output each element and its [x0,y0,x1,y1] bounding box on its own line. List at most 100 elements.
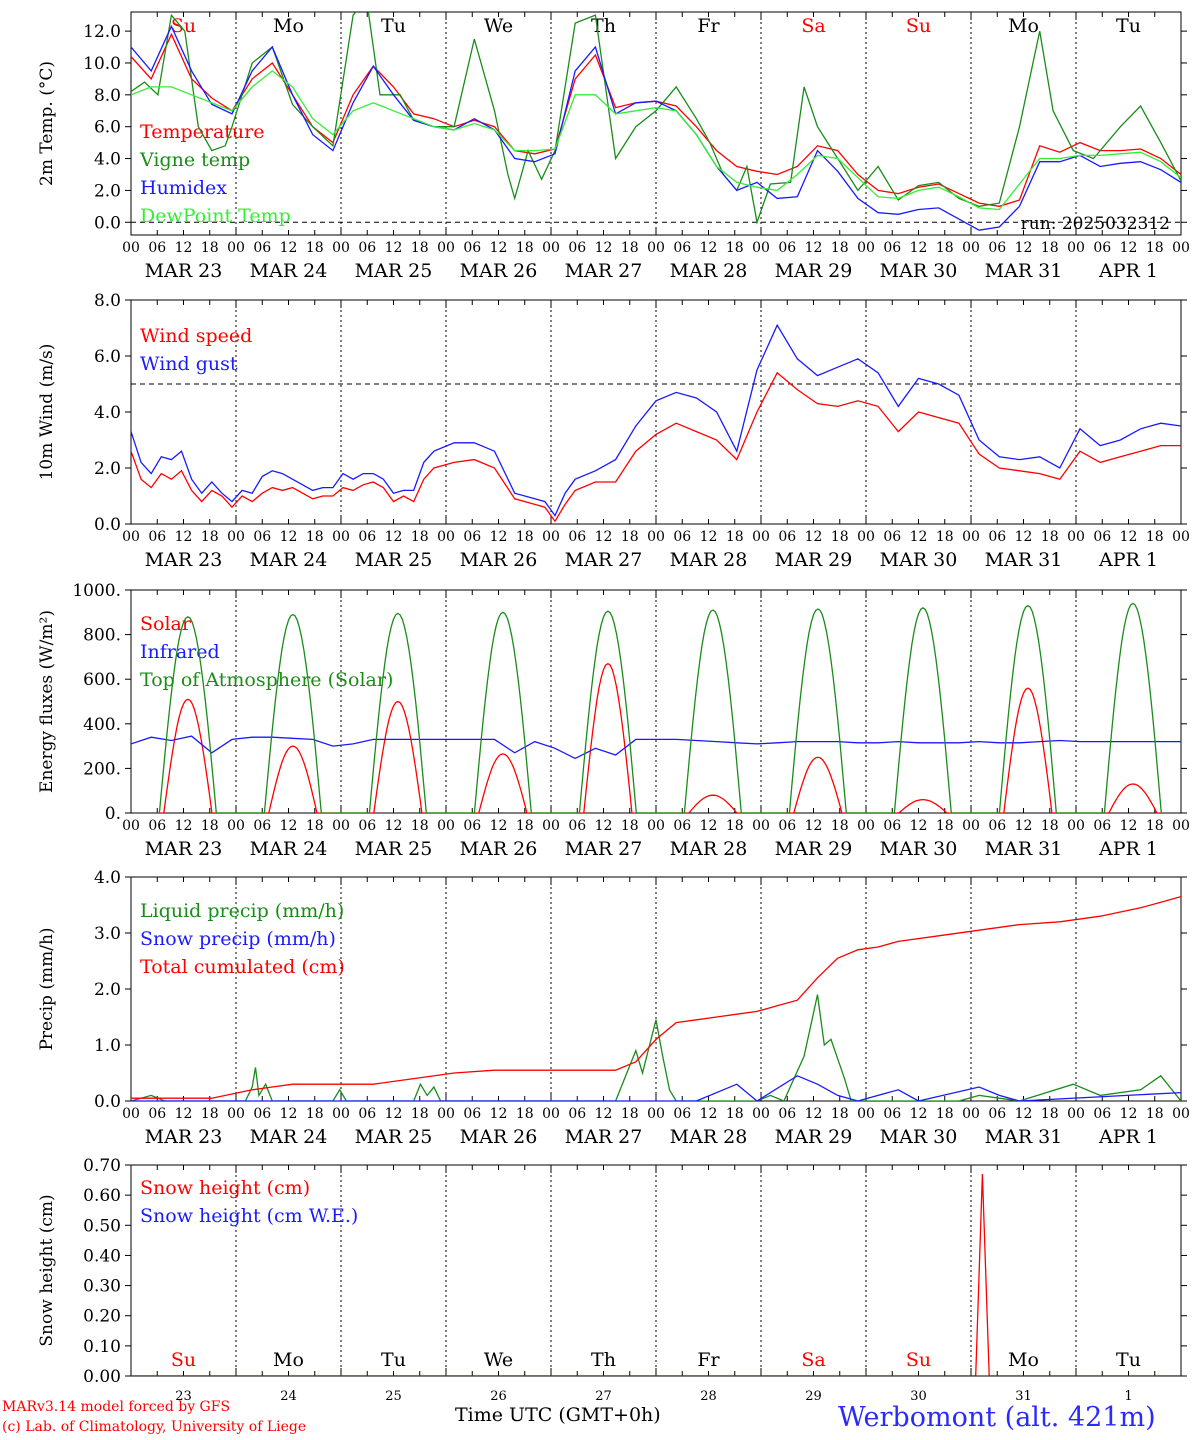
series-line-liquid-precip-mm-h- [131,994,1181,1101]
series-line-humidex [131,24,1181,231]
weekday-label: Th [591,15,616,37]
x-date-label: MAR 30 [880,838,958,860]
x-hour-label: 00 [962,818,980,834]
x-hour-label: 12 [595,818,613,834]
x-hour-label: 18 [411,818,429,834]
x-date-label: MAR 27 [565,549,643,571]
x-hour-label: 18 [1146,818,1164,834]
x-hour-label: 00 [1067,818,1085,834]
x-hour-label: 06 [778,529,796,545]
x-date-label: MAR 23 [145,260,223,282]
x-hour-label: 00 [857,240,875,256]
x-hour-label: 00 [752,529,770,545]
x-hour-label: 00 [857,818,875,834]
x-hour-label: 06 [673,529,691,545]
y-tick-label: 400. [83,715,121,735]
series-line-total-cumulated-cm- [131,895,1181,1099]
x-date-label: MAR 28 [670,838,748,860]
x-hour-label: 06 [673,818,691,834]
y-tick-label: 4.0 [94,868,121,888]
series-line-snow-height-cm- [131,1173,1181,1376]
x-hour-label: 12 [700,240,718,256]
x-hour-label: 06 [883,240,901,256]
x-hour-label: 18 [516,818,534,834]
x-hour-label: 00 [647,818,665,834]
x-hour-label: 00 [332,1106,350,1122]
x-date-label: MAR 31 [985,1126,1063,1148]
y-axis-label: Energy fluxes (W/m²) [37,610,57,793]
x-hour-label: 06 [148,1106,166,1122]
x-date-label: MAR 24 [250,838,328,860]
x-hour-label: 12 [1015,529,1033,545]
x-hour-label: 06 [1093,529,1111,545]
y-tick-label: 4.0 [94,403,121,423]
x-hour-label: 00 [1172,240,1190,256]
weekday-label: Su [171,15,196,37]
x-hour-label: 06 [253,1106,271,1122]
x-hour-label: 12 [595,1106,613,1122]
x-hour-label: 18 [1146,1106,1164,1122]
weekday-label: Tu [381,15,406,37]
x-hour-label: 00 [857,1106,875,1122]
x-hour-label: 00 [332,240,350,256]
x-hour-label: 12 [700,1106,718,1122]
weekday-label: Su [906,15,931,37]
x-day-number: 25 [385,1389,402,1404]
y-tick-label: 2.0 [94,181,121,201]
x-date-label: MAR 24 [250,549,328,571]
x-hour-label: 12 [490,529,508,545]
x-hour-label: 00 [1067,1106,1085,1122]
y-tick-label: 0. [105,804,121,824]
weekday-label: Mo [1008,15,1039,37]
x-hour-label: 12 [910,818,928,834]
legend-entry: Wind gust [140,353,238,375]
x-hour-label: 00 [122,818,140,834]
x-hour-label: 12 [385,529,403,545]
x-hour-label: 06 [883,529,901,545]
weekday-label: Tu [1116,15,1141,37]
x-hour-label: 12 [595,240,613,256]
weekday-label: Sa [801,15,825,37]
x-hour-label: 18 [726,818,744,834]
x-hour-label: 00 [227,529,245,545]
x-hour-label: 06 [988,529,1006,545]
x-hour-label: 12 [280,818,298,834]
series-line-snow-precip-mm-h- [131,1075,1181,1101]
x-hour-label: 00 [437,1106,455,1122]
x-hour-label: 06 [358,240,376,256]
x-date-label: MAR 29 [775,549,853,571]
x-hour-label: 00 [647,1106,665,1122]
x-hour-label: 18 [1041,529,1059,545]
x-hour-label: 06 [463,529,481,545]
y-axis-label: Precip (mm/h) [37,927,57,1050]
x-hour-label: 18 [936,529,954,545]
series-line-top-of-atmosphere-solar- [157,602,1164,813]
x-date-label: MAR 28 [670,549,748,571]
x-hour-label: 18 [516,240,534,256]
x-hour-label: 00 [1172,529,1190,545]
x-hour-label: 00 [122,1106,140,1122]
weekday-label: We [484,1349,513,1371]
x-date-label: MAR 29 [775,1126,853,1148]
x-date-label: MAR 30 [880,1126,958,1148]
x-hour-label: 00 [962,240,980,256]
x-day-number: 27 [595,1389,612,1404]
x-hour-label: 06 [463,1106,481,1122]
x-hour-label: 18 [411,240,429,256]
x-date-label: MAR 24 [250,260,328,282]
y-tick-label: 800. [83,626,121,646]
x-hour-label: 00 [227,1106,245,1122]
x-hour-label: 18 [1041,240,1059,256]
x-hour-label: 12 [1015,240,1033,256]
weekday-label: Mo [273,1349,304,1371]
x-hour-label: 12 [280,240,298,256]
x-hour-label: 06 [463,818,481,834]
x-hour-label: 18 [1041,818,1059,834]
x-hour-label: 00 [752,818,770,834]
x-day-number: 31 [1015,1389,1032,1404]
x-hour-label: 06 [568,529,586,545]
x-hour-label: 12 [490,1106,508,1122]
x-hour-label: 18 [936,818,954,834]
legend-entry: Snow precip (mm/h) [140,928,336,950]
